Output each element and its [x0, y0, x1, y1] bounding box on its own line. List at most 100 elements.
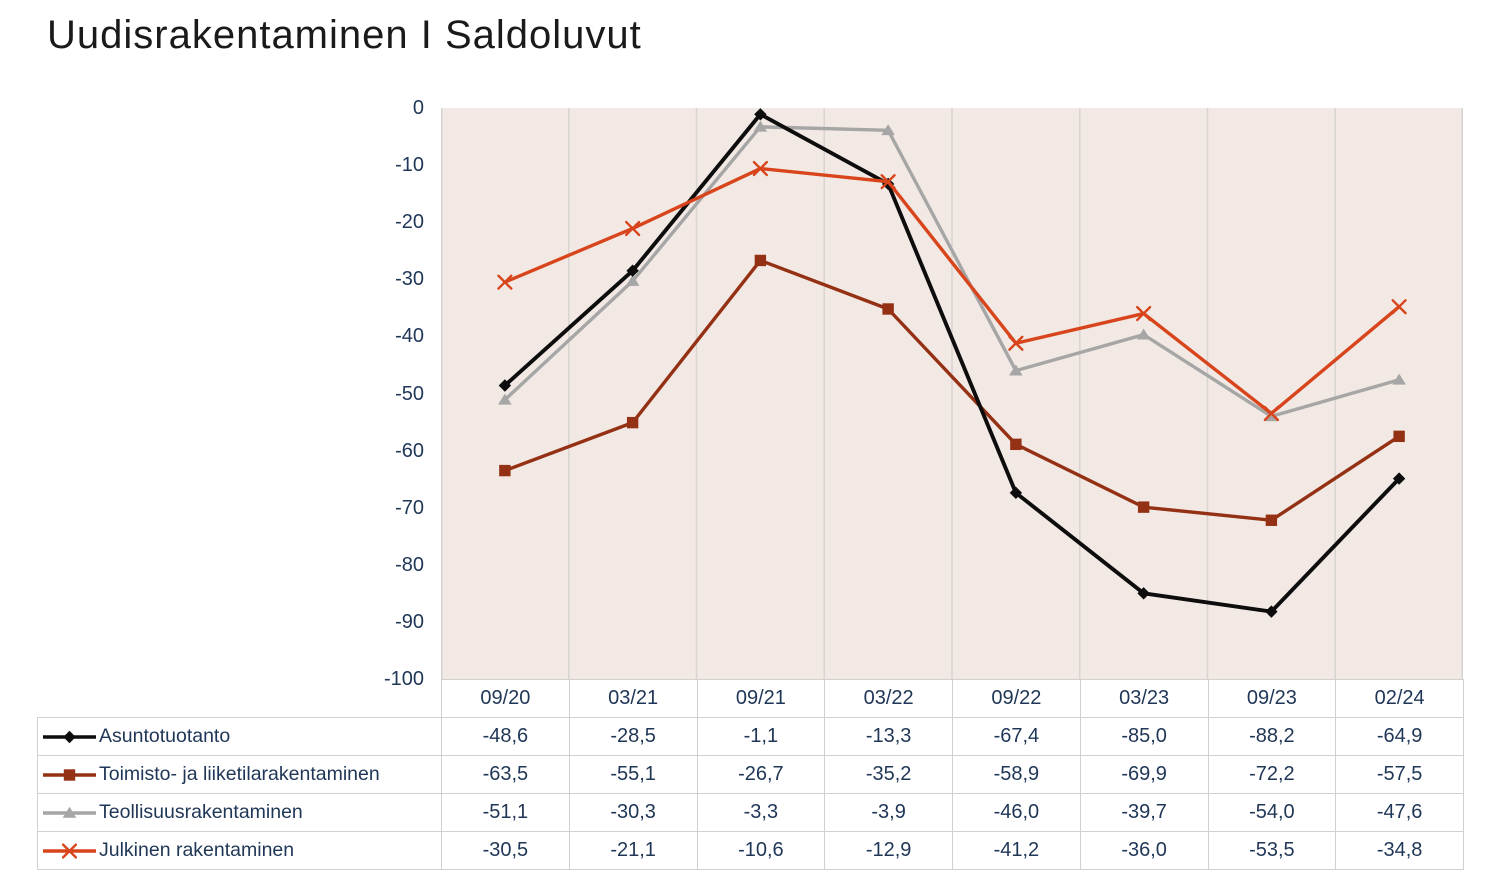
legend-marker-diamond [63, 730, 76, 743]
series-marker-x [625, 220, 641, 237]
series-marker-diamond [626, 264, 639, 277]
series-marker-triangle [498, 393, 512, 405]
legend-entry: Teollisuusrakentaminen [39, 801, 441, 824]
series-marker-triangle [625, 274, 640, 286]
table-value-cell: -67,4 [952, 717, 1081, 756]
legend-label: Julkinen rakentaminen [99, 839, 295, 861]
series-marker-triangle [1136, 328, 1151, 340]
series-marker-square [626, 416, 639, 429]
series-marker-x [752, 160, 768, 177]
x-category-label: 03/22 [824, 679, 953, 718]
legend-marker-icon-square [43, 768, 96, 781]
series-marker-square [754, 254, 767, 267]
series-marker-diamond [498, 379, 512, 392]
table-value-cell: -57,5 [1335, 755, 1464, 794]
table-value-cell: -41,2 [952, 831, 1081, 870]
table-value-cell: -72,2 [1207, 755, 1337, 794]
series-marker-diamond [754, 108, 767, 121]
series-marker-x [1391, 299, 1407, 315]
legend-label: Asuntotuotanto [99, 725, 231, 747]
table-value-cell: -58,9 [952, 755, 1081, 794]
legend-marker-icon-triangle [43, 806, 96, 818]
series-marker-triangle [1009, 364, 1023, 376]
series-marker-x [1008, 335, 1024, 351]
series-marker-square [499, 464, 511, 477]
series-marker-x [1263, 405, 1279, 422]
x-category-label: 09/20 [441, 679, 570, 718]
table-value-cell: -48,6 [441, 717, 570, 756]
table-header-row: 09/20 03/21 09/21 03/22 09/22 03/23 09/23 02/24 [38, 679, 1464, 718]
legend-marker-triangle [62, 806, 77, 818]
table-value-cell: -55,1 [568, 755, 698, 794]
table-value-cell: -88,2 [1207, 717, 1337, 756]
table-value-cell: -47,6 [1335, 793, 1464, 832]
y-tick-label: 0 [412, 97, 424, 119]
series-marker-square [1010, 438, 1022, 451]
table-value-cell: -28,5 [568, 717, 698, 756]
table-value-cell: -1,1 [696, 717, 826, 756]
series-line-x [503, 166, 1401, 416]
series-marker-x [1136, 305, 1152, 322]
y-tick-label: -100 [383, 668, 424, 690]
table-value-cell: -3,9 [824, 793, 953, 832]
table-value-cell: -36,0 [1079, 831, 1209, 870]
legend-label: Teollisuusrakentaminen [99, 801, 303, 823]
chart-svg [441, 108, 1463, 679]
legend-marker-x [61, 842, 78, 859]
x-category-label: 09/22 [952, 679, 1081, 718]
table-value-cell: -54,0 [1207, 793, 1337, 832]
series-marker-triangle [881, 124, 895, 136]
table-value-cell: -39,7 [1079, 793, 1209, 832]
table-value-cell: -46,0 [952, 793, 1081, 832]
legend-cell: Julkinen rakentaminen [37, 831, 442, 870]
series-marker-x [497, 274, 513, 290]
table-corner-blank [38, 680, 442, 718]
series-line-triangle [503, 125, 1401, 419]
data-table: 09/20 03/21 09/21 03/22 09/22 03/23 09/23 02/24… [37, 679, 1464, 870]
legend-cell: Teollisuusrakentaminen [37, 793, 442, 832]
x-category-label: 09/23 [1207, 679, 1337, 718]
legend-marker-icon-x [43, 842, 96, 859]
y-tick-label: -10 [395, 154, 424, 177]
legend-label: Toimisto- ja liiketilarakentaminen [99, 763, 380, 785]
table-value-cell: -3,3 [696, 793, 826, 832]
table-value-cell: -10,6 [696, 831, 826, 870]
table-value-cell: -34,8 [1335, 831, 1464, 870]
legend-cell: Asuntotuotanto [37, 717, 442, 756]
legend-entry: Toimisto- ja liiketilarakentaminen [39, 763, 441, 786]
table-row: Asuntotuotanto -48,6 -28,5 -1,1 -13,3 -67,4 -8… [37, 717, 1464, 756]
series-marker-diamond [1137, 587, 1150, 600]
series-marker-diamond [1009, 486, 1023, 500]
y-tick-label: -70 [395, 496, 424, 519]
y-tick-label: -20 [395, 211, 424, 234]
y-tick-label: -40 [395, 325, 424, 348]
series-marker-x [880, 174, 896, 190]
x-category-label: 03/23 [1079, 679, 1209, 718]
legend-entry: Julkinen rakentaminen [39, 839, 441, 862]
table-value-cell: -69,9 [1079, 755, 1209, 794]
table-value-cell: -30,5 [441, 831, 570, 870]
series-marker-square [1137, 501, 1150, 513]
series-line-square [503, 258, 1401, 522]
table-value-cell: -51,1 [441, 793, 570, 832]
y-tick-label: -60 [395, 439, 424, 462]
series-marker-triangle [1392, 373, 1406, 385]
table-value-cell: -63,5 [441, 755, 570, 794]
series-line-diamond [502, 112, 1402, 614]
table-row: Toimisto- ja liiketilarakentaminen -63,5-… [37, 755, 1464, 794]
table-value-cell: -64,9 [1335, 717, 1464, 756]
x-category-label: 09/21 [696, 679, 826, 718]
series-marker-square [882, 303, 894, 315]
series-marker-square [1393, 430, 1405, 443]
legend-marker-icon-diamond [43, 730, 96, 743]
table-value-cell: -35,2 [824, 755, 953, 794]
y-tick-label: -90 [395, 610, 424, 633]
table-value-cell: -13,3 [824, 717, 953, 756]
series-marker-triangle [753, 120, 768, 132]
legend-cell: Toimisto- ja liiketilarakentaminen [37, 755, 442, 794]
legend-marker-square [63, 768, 76, 781]
x-category-label: 02/24 [1335, 679, 1464, 718]
table-value-cell: -12,9 [824, 831, 953, 870]
table-row: Teollisuusrakentaminen -51,1 -30,3 -3,3 -3,9… [37, 793, 1464, 832]
